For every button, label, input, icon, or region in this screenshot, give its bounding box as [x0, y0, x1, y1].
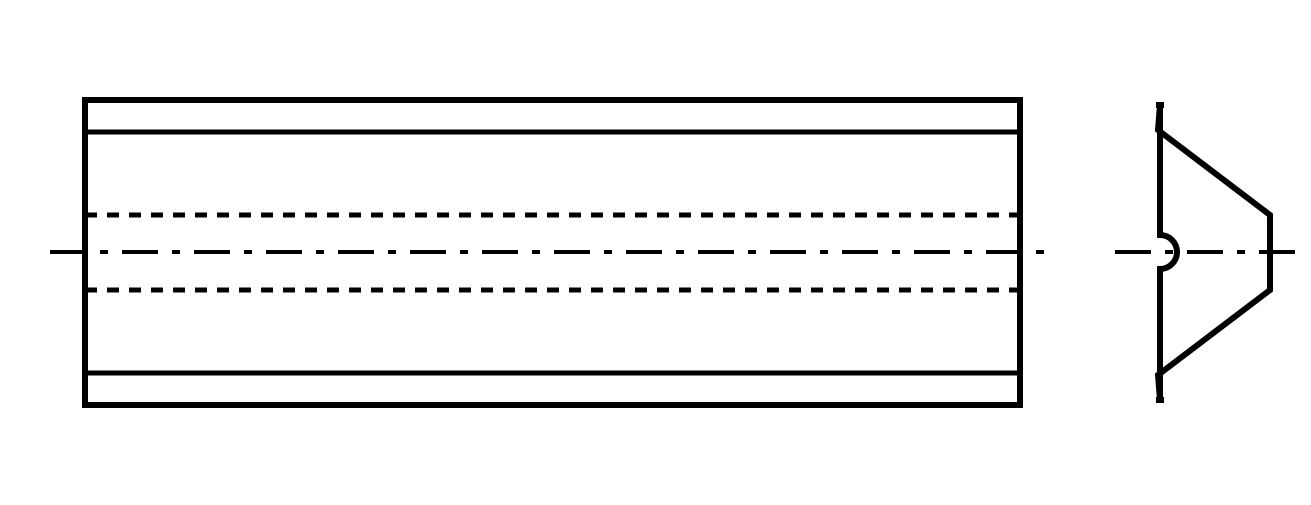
technical-drawing — [0, 0, 1311, 505]
